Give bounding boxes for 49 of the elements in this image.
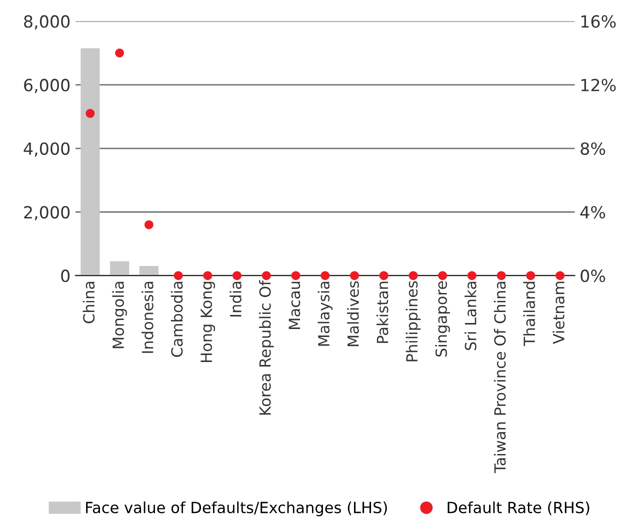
y-tick-label: 0 bbox=[61, 270, 70, 282]
point bbox=[203, 271, 212, 280]
point bbox=[232, 271, 242, 280]
x-tick-label: Korea Republic Of bbox=[259, 280, 274, 415]
legend-label: Default Rate (RHS) bbox=[448, 501, 590, 516]
y2-tick-label: 4% bbox=[580, 206, 606, 219]
x-tick-label: Thailand bbox=[523, 282, 536, 346]
x-tick-label: Taiwan Province Of China bbox=[494, 282, 506, 474]
point bbox=[291, 271, 300, 280]
y2-tick-label: 8% bbox=[580, 142, 606, 155]
point bbox=[408, 271, 418, 280]
y-tick-label: 4,000 bbox=[24, 142, 70, 157]
point bbox=[496, 271, 506, 280]
bar bbox=[80, 48, 100, 276]
x-tick-label: Indonesia bbox=[142, 282, 154, 353]
x-tick-label: Pakistan bbox=[376, 282, 388, 343]
x-tick-label: Singapore bbox=[435, 281, 450, 357]
y2-tick-label: 16% bbox=[581, 15, 616, 28]
x-tick-label: China bbox=[82, 282, 95, 324]
point bbox=[379, 271, 388, 280]
point bbox=[350, 271, 359, 280]
x-tick-label: Malaysia bbox=[318, 282, 333, 346]
point bbox=[144, 220, 154, 230]
y2-tick-label: 12% bbox=[581, 78, 616, 92]
y2-tick-label: 0% bbox=[580, 270, 606, 282]
y-tick-label: 6,000 bbox=[24, 78, 70, 94]
y-tick-label: 8,000 bbox=[24, 15, 70, 30]
point bbox=[86, 108, 95, 118]
bar bbox=[139, 266, 158, 276]
point bbox=[526, 271, 536, 280]
x-tick-label: Macau bbox=[288, 282, 300, 329]
point bbox=[467, 271, 476, 280]
x-tick-label: Vietnam bbox=[552, 282, 564, 344]
x-tick-label: India bbox=[230, 282, 242, 316]
x-tick-label: Cambodia bbox=[170, 282, 183, 357]
bar bbox=[110, 261, 130, 276]
x-tick-label: Philippines bbox=[406, 281, 421, 362]
x-tick-label: Hong Kong bbox=[200, 282, 216, 362]
y-tick-label: 2,000 bbox=[24, 206, 70, 220]
x-tick-label: Maldives bbox=[347, 281, 359, 346]
point bbox=[556, 271, 565, 280]
point bbox=[115, 48, 124, 58]
x-tick-label: Sri Lanka bbox=[464, 282, 476, 350]
point bbox=[438, 271, 448, 280]
x-tick-label: Mongolia bbox=[112, 282, 127, 348]
point bbox=[320, 271, 330, 280]
point bbox=[262, 271, 271, 280]
point bbox=[174, 271, 183, 280]
legend-label: Face value of Defaults/Exchanges (LHS) bbox=[86, 501, 387, 516]
